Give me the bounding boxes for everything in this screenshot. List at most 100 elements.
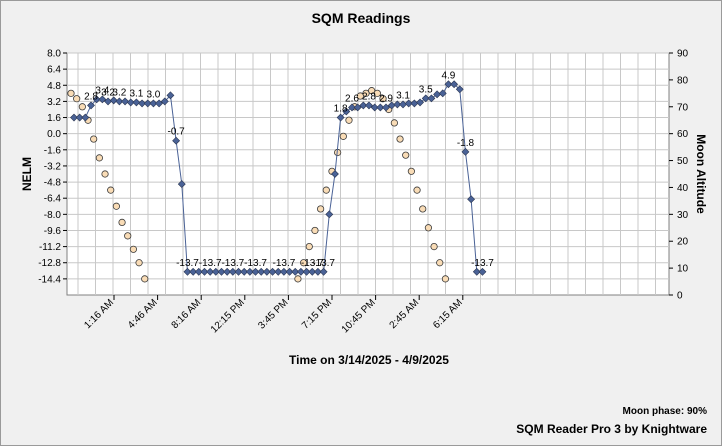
- nelm-point: [75, 113, 84, 122]
- moon-point: [356, 92, 364, 100]
- nelm-point: [98, 95, 107, 104]
- data-label: 3.1: [396, 90, 410, 101]
- nelm-point: [194, 267, 203, 276]
- y2-tick-label: 60: [677, 129, 689, 140]
- nelm-point: [296, 267, 305, 276]
- nelm-point: [314, 267, 322, 276]
- moon-point: [345, 116, 353, 124]
- x-tick-label: 4:46 AM: [126, 297, 160, 331]
- x-tick-label: 1:16 AM: [82, 297, 116, 331]
- data-label: 3.1: [129, 88, 143, 99]
- moon-point: [129, 245, 138, 253]
- nelm-point: [319, 267, 328, 276]
- data-label: 2.8: [362, 91, 376, 102]
- y-tick-label: -8.0: [44, 210, 62, 221]
- moon-point: [362, 89, 370, 97]
- nelm-point: [183, 267, 192, 276]
- y-tick-label: 4.8: [47, 81, 61, 92]
- moon-point: [441, 275, 450, 283]
- moon-point: [305, 243, 313, 251]
- x-tick-label: 10:45 PM: [340, 297, 378, 335]
- moon-point: [112, 202, 120, 210]
- y-tick-label: 0.0: [47, 129, 61, 140]
- x-tick-label: 6:15 AM: [431, 297, 465, 331]
- data-label: 3.4: [95, 85, 109, 96]
- nelm-point: [87, 101, 95, 110]
- y2-tick-label: 90: [677, 49, 689, 60]
- nelm-point: [70, 113, 78, 122]
- nelm-point: [211, 267, 220, 276]
- nelm-point: [455, 85, 464, 94]
- nelm-point: [172, 136, 181, 145]
- y-tick-label: -9.6: [44, 226, 62, 237]
- nelm-point: [206, 267, 215, 276]
- nelm-point: [126, 98, 135, 107]
- moon-point: [67, 89, 75, 97]
- data-label: 3.2: [112, 87, 126, 98]
- moon-point: [141, 275, 149, 283]
- moon-point: [413, 186, 421, 194]
- moon-point: [407, 167, 415, 175]
- nelm-point: [302, 267, 311, 276]
- moon-point: [118, 218, 126, 226]
- nelm-point: [427, 94, 436, 103]
- nelm-point: [138, 99, 147, 108]
- nelm-point: [189, 267, 198, 276]
- nelm-series: [70, 80, 487, 276]
- nelm-point: [393, 100, 402, 109]
- y-tick-label: -6.4: [44, 194, 62, 205]
- data-label: 3.0: [146, 89, 160, 100]
- credit-label: SQM Reader Pro 3 by Knightware: [516, 422, 707, 436]
- moon-point: [419, 205, 427, 213]
- moon-point: [373, 89, 381, 97]
- nelm-point: [279, 267, 288, 276]
- data-label: 2.6: [345, 93, 359, 104]
- y-axis-label: NELM: [20, 157, 34, 191]
- y-tick-label: -3.2: [44, 161, 62, 172]
- nelm-point: [251, 267, 260, 276]
- nelm-point: [121, 97, 129, 106]
- moon-point: [322, 186, 330, 194]
- nelm-point: [262, 267, 271, 276]
- data-labels: 2.83.43.23.2 3.1 3.0-0.7-13.7 -13.7 -13.7 -13…: [84, 70, 494, 269]
- x-tick-label: 3:45 PM: [256, 297, 290, 331]
- y2-axis-ticks: 90 80 70 60 50 40 30 20 10 0: [669, 49, 689, 302]
- nelm-point: [115, 97, 124, 106]
- nelm-point: [228, 267, 237, 276]
- nelm-point: [149, 99, 158, 108]
- moon-point: [396, 135, 404, 143]
- nelm-point: [370, 103, 379, 112]
- moon-point: [294, 275, 302, 283]
- moon-point: [78, 103, 86, 111]
- data-label: -13.7: [176, 258, 199, 269]
- y-tick-label: 6.4: [47, 65, 61, 76]
- nelm-point: [478, 267, 487, 276]
- nelm-point: [245, 267, 254, 276]
- data-label: -13.7: [199, 258, 222, 269]
- y2-tick-label: 70: [677, 102, 689, 113]
- moon-point: [424, 224, 433, 232]
- data-label: -13.7: [273, 258, 296, 269]
- nelm-point: [177, 180, 186, 189]
- moon-point: [107, 186, 115, 194]
- moon-point: [311, 226, 319, 235]
- nelm-point: [348, 103, 356, 112]
- data-label: -13.7: [301, 258, 324, 269]
- moon-point: [95, 154, 103, 162]
- y-tick-label: -11.2: [39, 242, 61, 253]
- nelm-point: [274, 267, 283, 276]
- y-tick-label: 1.6: [47, 113, 61, 124]
- moon-point: [430, 243, 438, 251]
- nelm-point: [467, 195, 476, 204]
- y2-tick-label: 30: [677, 210, 689, 221]
- nelm-point: [336, 113, 345, 122]
- nelm-point: [200, 267, 209, 276]
- y-tick-label: -4.8: [44, 178, 62, 189]
- moon-point: [299, 259, 308, 267]
- moon-point: [436, 259, 444, 267]
- moon-point: [73, 95, 81, 103]
- nelm-point: [308, 267, 317, 276]
- moon-point: [339, 132, 347, 140]
- y2-tick-label: 50: [677, 156, 689, 167]
